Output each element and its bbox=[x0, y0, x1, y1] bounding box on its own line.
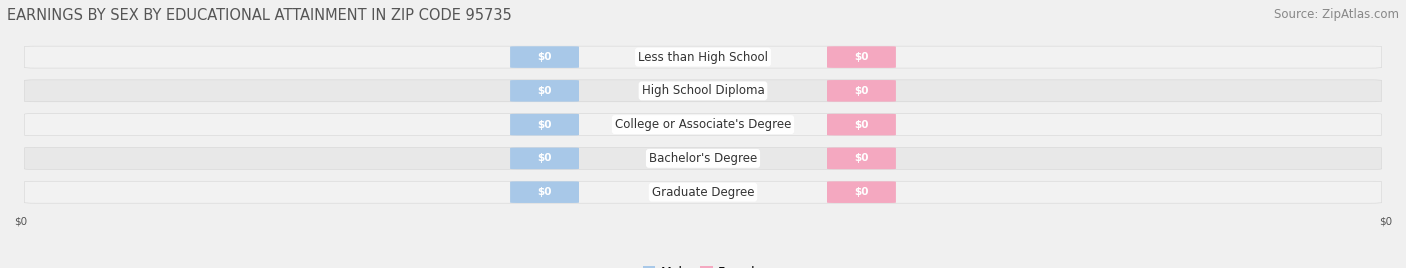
FancyBboxPatch shape bbox=[827, 148, 896, 169]
Text: $0: $0 bbox=[537, 153, 551, 163]
FancyBboxPatch shape bbox=[24, 46, 1382, 68]
Text: Less than High School: Less than High School bbox=[638, 51, 768, 64]
FancyBboxPatch shape bbox=[827, 46, 896, 68]
Text: $0: $0 bbox=[537, 52, 551, 62]
Text: $0: $0 bbox=[537, 86, 551, 96]
Text: $0: $0 bbox=[14, 217, 27, 226]
Text: $0: $0 bbox=[537, 187, 551, 197]
Text: $0: $0 bbox=[855, 153, 869, 163]
Text: High School Diploma: High School Diploma bbox=[641, 84, 765, 97]
FancyBboxPatch shape bbox=[510, 46, 579, 68]
FancyBboxPatch shape bbox=[510, 80, 579, 102]
Text: Bachelor's Degree: Bachelor's Degree bbox=[650, 152, 756, 165]
FancyBboxPatch shape bbox=[827, 181, 896, 203]
FancyBboxPatch shape bbox=[827, 80, 896, 102]
Text: $0: $0 bbox=[855, 52, 869, 62]
FancyBboxPatch shape bbox=[827, 114, 896, 135]
FancyBboxPatch shape bbox=[24, 114, 1382, 136]
Text: College or Associate's Degree: College or Associate's Degree bbox=[614, 118, 792, 131]
FancyBboxPatch shape bbox=[24, 181, 1382, 203]
Text: $0: $0 bbox=[1379, 217, 1392, 226]
FancyBboxPatch shape bbox=[510, 181, 579, 203]
Text: Source: ZipAtlas.com: Source: ZipAtlas.com bbox=[1274, 8, 1399, 21]
FancyBboxPatch shape bbox=[24, 80, 1382, 102]
Text: $0: $0 bbox=[855, 120, 869, 130]
Text: $0: $0 bbox=[855, 86, 869, 96]
FancyBboxPatch shape bbox=[510, 148, 579, 169]
Text: $0: $0 bbox=[537, 120, 551, 130]
Text: EARNINGS BY SEX BY EDUCATIONAL ATTAINMENT IN ZIP CODE 95735: EARNINGS BY SEX BY EDUCATIONAL ATTAINMEN… bbox=[7, 8, 512, 23]
Text: Graduate Degree: Graduate Degree bbox=[652, 186, 754, 199]
FancyBboxPatch shape bbox=[510, 114, 579, 135]
Text: $0: $0 bbox=[855, 187, 869, 197]
FancyBboxPatch shape bbox=[24, 147, 1382, 169]
Legend: Male, Female: Male, Female bbox=[638, 261, 768, 268]
